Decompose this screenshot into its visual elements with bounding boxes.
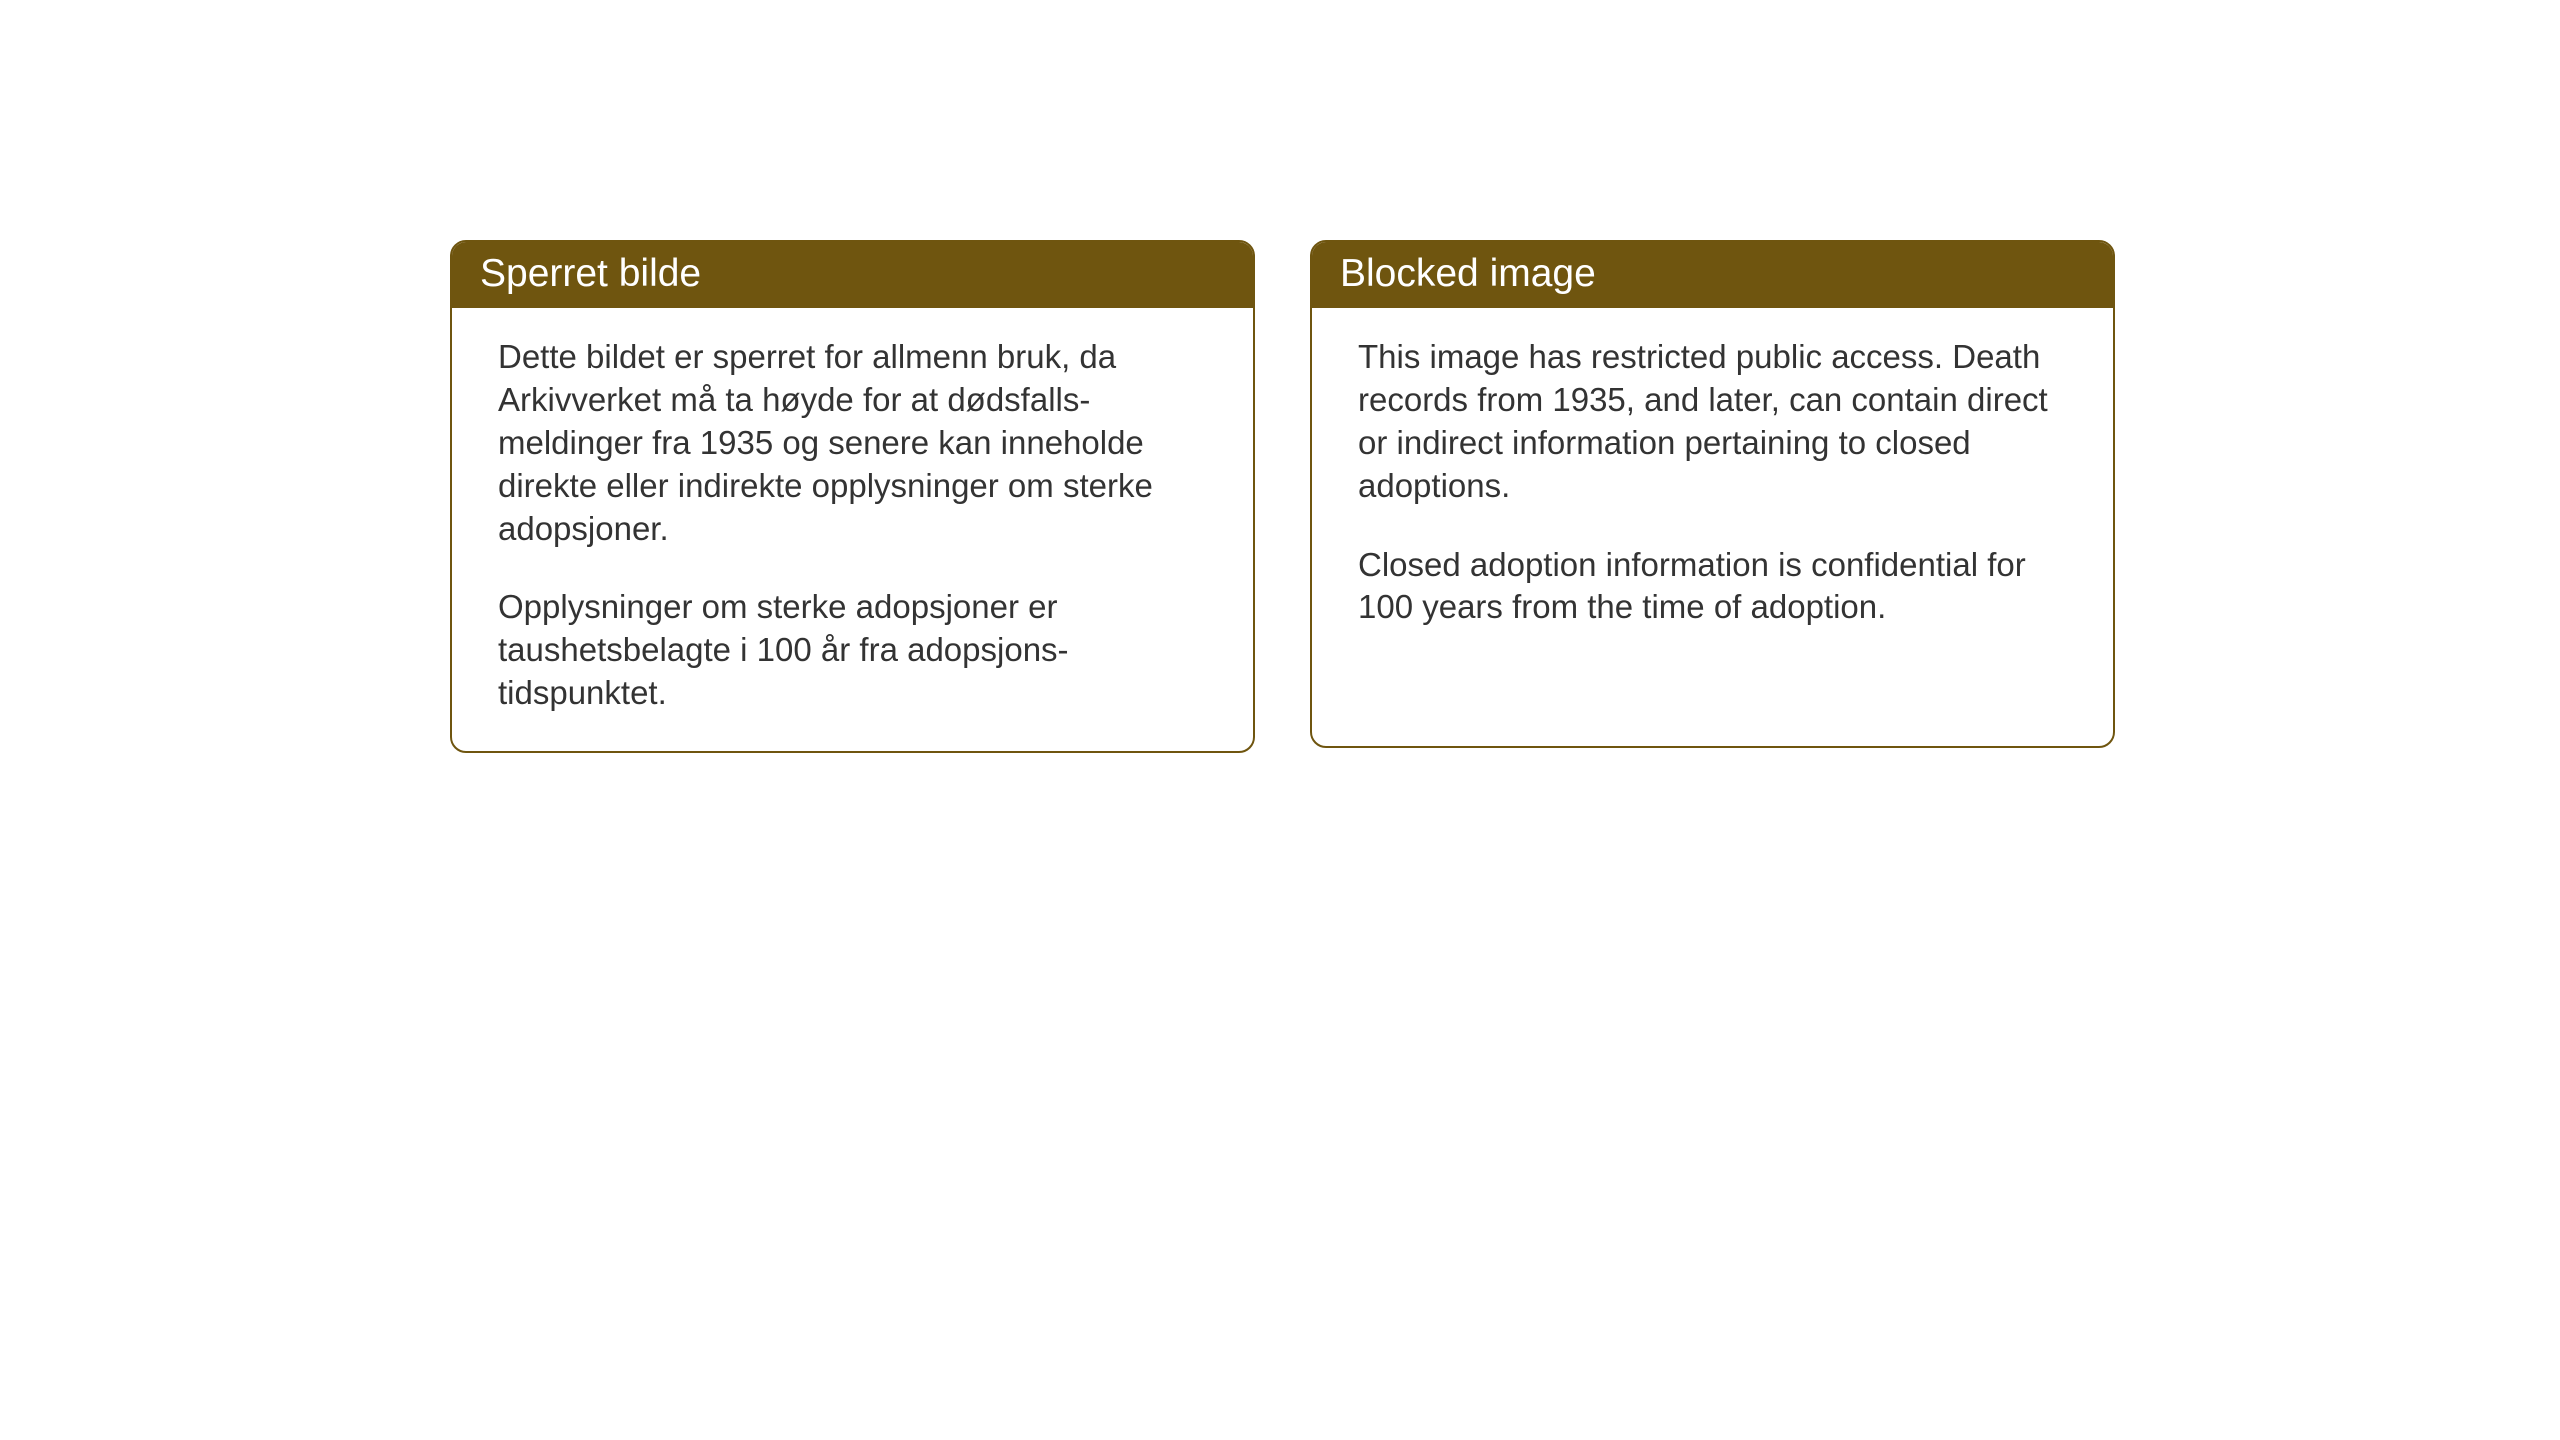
paragraph-english-1: This image has restricted public access.… — [1358, 336, 2077, 508]
card-body-english: This image has restricted public access.… — [1312, 308, 2113, 665]
card-header-english: Blocked image — [1312, 242, 2113, 308]
notice-container: Sperret bilde Dette bildet er sperret fo… — [450, 240, 2115, 753]
paragraph-norwegian-1: Dette bildet er sperret for allmenn bruk… — [498, 336, 1217, 550]
paragraph-norwegian-2: Opplysninger om sterke adopsjoner er tau… — [498, 586, 1217, 715]
card-header-norwegian: Sperret bilde — [452, 242, 1253, 308]
notice-card-english: Blocked image This image has restricted … — [1310, 240, 2115, 748]
paragraph-english-2: Closed adoption information is confident… — [1358, 544, 2077, 630]
notice-card-norwegian: Sperret bilde Dette bildet er sperret fo… — [450, 240, 1255, 753]
card-body-norwegian: Dette bildet er sperret for allmenn bruk… — [452, 308, 1253, 751]
